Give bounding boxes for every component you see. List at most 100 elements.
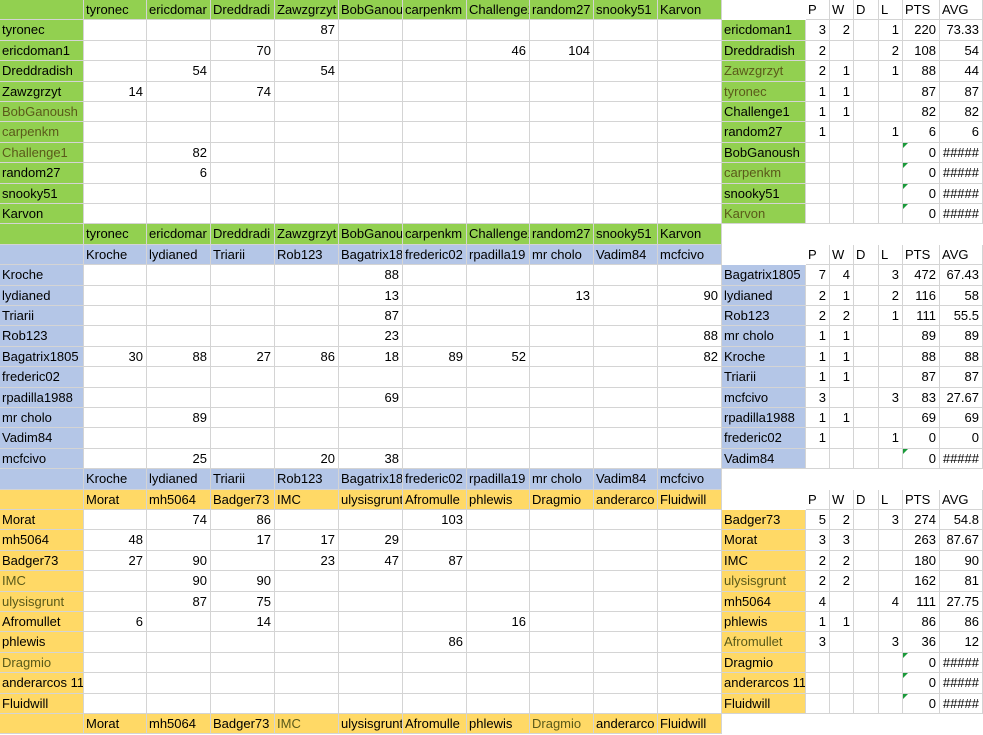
score-cell[interactable]: 20 xyxy=(275,448,339,470)
score-cell[interactable] xyxy=(467,122,530,143)
score-cell[interactable] xyxy=(275,673,339,694)
standing-l[interactable]: 1 xyxy=(879,20,903,41)
score-cell[interactable] xyxy=(275,142,339,164)
score-cell[interactable] xyxy=(147,673,211,694)
standing-avg[interactable]: 81 xyxy=(940,571,983,592)
score-cell[interactable]: 74 xyxy=(211,81,275,102)
score-cell[interactable] xyxy=(658,612,722,633)
column-footer[interactable]: Dreddradi xyxy=(211,224,275,245)
standing-p[interactable]: 2 xyxy=(806,61,830,82)
score-cell[interactable]: 75 xyxy=(211,591,275,612)
score-cell[interactable] xyxy=(594,428,658,449)
standing-avg[interactable]: 67.43 xyxy=(940,265,983,286)
standing-d[interactable] xyxy=(854,102,879,123)
standing-name[interactable]: frederic02 xyxy=(722,428,806,449)
score-cell[interactable] xyxy=(467,265,530,286)
score-cell[interactable] xyxy=(403,122,467,143)
standing-d[interactable] xyxy=(854,591,879,612)
column-footer[interactable]: BobGanous xyxy=(339,224,403,245)
standing-name[interactable]: ericdoman1 xyxy=(722,20,806,41)
standing-pts[interactable]: 0 xyxy=(903,673,940,694)
score-cell[interactable] xyxy=(594,387,658,408)
standing-name[interactable]: Morat xyxy=(722,530,806,551)
standing-avg[interactable]: 27.67 xyxy=(940,387,983,408)
score-cell[interactable] xyxy=(467,285,530,306)
standing-l[interactable] xyxy=(879,673,903,694)
standing-w[interactable]: 3 xyxy=(830,530,854,551)
player-name[interactable]: ulysisgrunt xyxy=(0,591,84,612)
score-cell[interactable] xyxy=(275,183,339,204)
score-cell[interactable]: 52 xyxy=(467,346,530,368)
standing-w[interactable]: 2 xyxy=(830,306,854,327)
score-cell[interactable] xyxy=(530,61,594,82)
standing-avg[interactable]: 86 xyxy=(940,612,983,633)
standing-l[interactable] xyxy=(879,693,903,714)
score-cell[interactable]: 88 xyxy=(339,265,403,286)
score-cell[interactable] xyxy=(530,408,594,429)
score-cell[interactable] xyxy=(275,428,339,449)
score-cell[interactable] xyxy=(403,448,467,470)
standing-w[interactable]: 4 xyxy=(830,265,854,286)
score-cell[interactable] xyxy=(658,204,722,225)
standing-w[interactable] xyxy=(830,448,854,470)
standing-w[interactable] xyxy=(830,591,854,612)
standing-d[interactable] xyxy=(854,693,879,714)
score-cell[interactable]: 90 xyxy=(147,550,211,572)
score-cell[interactable] xyxy=(147,693,211,714)
score-cell[interactable] xyxy=(594,510,658,531)
standing-w[interactable] xyxy=(830,40,854,62)
standing-l[interactable]: 3 xyxy=(879,387,903,408)
score-cell[interactable] xyxy=(467,591,530,612)
standing-avg[interactable]: 89 xyxy=(940,326,983,347)
score-cell[interactable] xyxy=(530,183,594,204)
standing-w[interactable] xyxy=(830,142,854,164)
standing-avg[interactable]: ##### xyxy=(940,204,983,225)
score-cell[interactable]: 88 xyxy=(658,326,722,347)
standing-l[interactable] xyxy=(879,102,903,123)
standing-l[interactable] xyxy=(879,367,903,388)
player-name[interactable]: frederic02 xyxy=(0,367,84,388)
score-cell[interactable]: 87 xyxy=(339,306,403,327)
standing-l[interactable]: 3 xyxy=(879,632,903,653)
standing-l[interactable] xyxy=(879,326,903,347)
score-cell[interactable] xyxy=(530,652,594,674)
score-cell[interactable] xyxy=(147,204,211,225)
standing-l[interactable] xyxy=(879,652,903,674)
standing-p[interactable]: 1 xyxy=(806,367,830,388)
score-cell[interactable] xyxy=(467,81,530,102)
score-cell[interactable] xyxy=(530,612,594,633)
standing-w[interactable] xyxy=(830,163,854,184)
score-cell[interactable]: 47 xyxy=(339,550,403,572)
score-cell[interactable] xyxy=(403,81,467,102)
score-cell[interactable] xyxy=(275,408,339,429)
column-footer[interactable]: frederic02 xyxy=(403,469,467,490)
score-cell[interactable] xyxy=(467,326,530,347)
score-cell[interactable] xyxy=(147,265,211,286)
score-cell[interactable] xyxy=(530,673,594,694)
standing-w[interactable]: 2 xyxy=(830,510,854,531)
score-cell[interactable]: 69 xyxy=(339,387,403,408)
score-cell[interactable] xyxy=(467,652,530,674)
score-cell[interactable] xyxy=(147,387,211,408)
column-header[interactable]: Kroche xyxy=(84,244,147,266)
standing-d[interactable] xyxy=(854,285,879,306)
standing-p[interactable] xyxy=(806,204,830,225)
score-cell[interactable] xyxy=(339,61,403,82)
standing-avg[interactable]: 88 xyxy=(940,346,983,368)
score-cell[interactable] xyxy=(211,61,275,82)
score-cell[interactable] xyxy=(275,102,339,123)
standing-w[interactable]: 2 xyxy=(830,571,854,592)
standing-w[interactable] xyxy=(830,428,854,449)
column-header[interactable]: mr cholo xyxy=(530,244,594,266)
standing-d[interactable] xyxy=(854,550,879,572)
score-cell[interactable] xyxy=(658,632,722,653)
score-cell[interactable] xyxy=(530,163,594,184)
score-cell[interactable] xyxy=(530,102,594,123)
score-cell[interactable]: 27 xyxy=(211,346,275,368)
score-cell[interactable] xyxy=(275,612,339,633)
score-cell[interactable] xyxy=(211,652,275,674)
score-cell[interactable] xyxy=(594,102,658,123)
standing-l[interactable] xyxy=(879,81,903,102)
standing-pts[interactable]: 87 xyxy=(903,367,940,388)
standing-pts[interactable]: 472 xyxy=(903,265,940,286)
